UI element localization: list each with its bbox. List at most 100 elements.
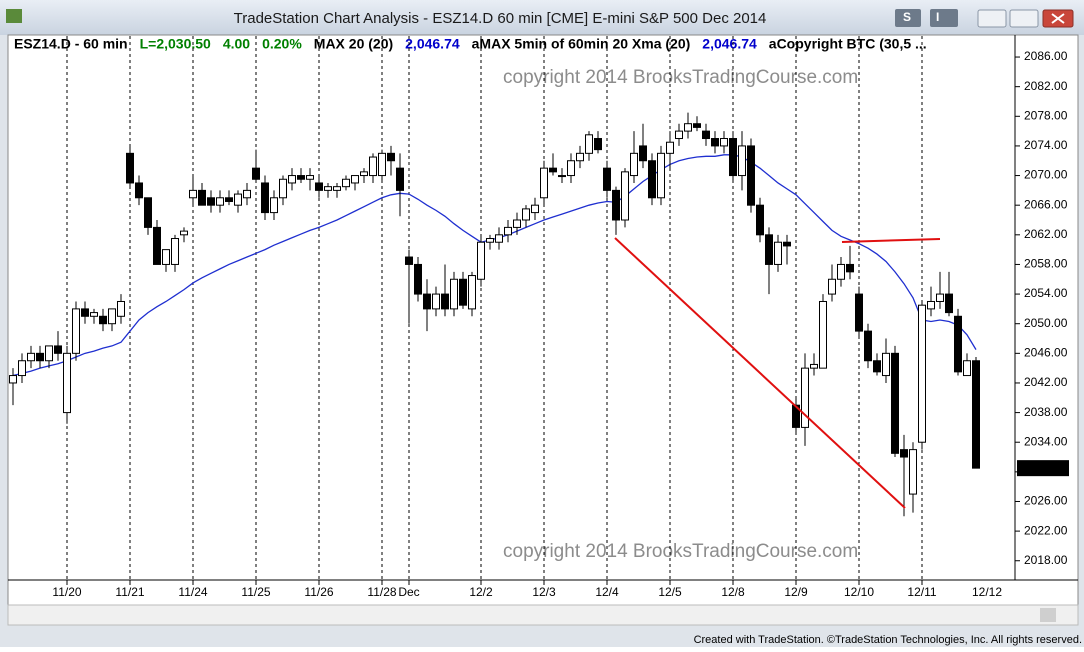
candle-body [828, 278, 836, 295]
moving-average [12, 154, 977, 377]
candle-body [81, 308, 89, 317]
candle-body [324, 186, 332, 191]
candle-body [747, 145, 755, 206]
candle-body [18, 360, 26, 377]
last-price-box [1017, 460, 1069, 477]
candle-body [531, 204, 539, 214]
candle-body [333, 186, 341, 191]
candle-body [693, 123, 701, 128]
candle-body [927, 300, 935, 310]
candle-body [387, 152, 395, 162]
y-tick-label: 2038.00 [1024, 405, 1068, 419]
trend-line [614, 237, 906, 509]
y-tick-label: 2026.00 [1024, 494, 1068, 508]
scrollbar[interactable] [7, 604, 1079, 626]
candle-body [738, 145, 746, 177]
scrollbar-thumb[interactable] [1040, 608, 1056, 622]
y-tick-label: 2062.00 [1024, 227, 1068, 241]
candle-body [783, 241, 791, 247]
candle-body [72, 308, 80, 354]
candle-body [459, 278, 467, 306]
candle-body [441, 293, 449, 310]
x-tick-label: Dec [398, 585, 419, 599]
candle-body [225, 197, 233, 202]
x-tick-label: 12/2 [469, 585, 493, 599]
candle-body [153, 226, 161, 265]
candle-body [369, 156, 377, 177]
candle-body [864, 330, 872, 362]
candle-body [27, 352, 35, 362]
candle-body [477, 241, 485, 280]
y-tick-label: 2082.00 [1024, 79, 1068, 93]
style-button-icon: S [903, 10, 911, 24]
y-tick-label: 2066.00 [1024, 197, 1068, 211]
candle-body [234, 193, 242, 206]
y-tick-label: 2034.00 [1024, 434, 1068, 448]
maximize-button[interactable] [1009, 9, 1039, 28]
candle-body [414, 263, 422, 295]
window-title: TradeStation Chart Analysis - ESZ14.D 60… [234, 10, 767, 27]
candle-body [774, 241, 782, 265]
candle-body [837, 263, 845, 280]
info-item: 0.20% [262, 36, 302, 52]
candle-body [918, 304, 926, 443]
candle-body [720, 138, 728, 147]
x-tick-label: 11/26 [304, 585, 333, 599]
info-item: MAX 20 (20) [314, 36, 393, 52]
x-tick-label: 11/21 [115, 585, 144, 599]
candle-body [135, 182, 143, 199]
candle-body [819, 300, 827, 369]
x-tick-label: 11/28 [367, 585, 396, 599]
minimize-button[interactable] [977, 9, 1007, 28]
candle-body [36, 352, 44, 362]
y-tick-label: 2086.00 [1024, 49, 1068, 63]
candle-body [360, 171, 368, 177]
candle-body [657, 152, 665, 199]
candle-body [351, 175, 359, 184]
candle-body [558, 175, 566, 178]
candle-body [585, 134, 593, 154]
close-icon [1051, 13, 1065, 24]
candle-body [450, 278, 458, 310]
candle-body [594, 138, 602, 151]
candle-body [891, 352, 899, 454]
candle-body [621, 171, 629, 221]
candle-body [882, 352, 890, 377]
candle-body [288, 175, 296, 184]
candle-body [495, 234, 503, 243]
style-button[interactable] [895, 9, 921, 27]
candle-body [576, 152, 584, 162]
candle-body [432, 293, 440, 310]
candle-body [639, 145, 647, 162]
candle-body [180, 230, 188, 236]
candle-body [684, 123, 692, 132]
candle-body [162, 249, 170, 265]
x-tick-label: 11/25 [241, 585, 270, 599]
candle-body [603, 167, 611, 191]
candle-body [90, 312, 98, 317]
candle-body [198, 189, 206, 206]
watermark: copyright 2014 BrooksTradingCourse.com [503, 541, 858, 562]
candle-body [549, 167, 557, 173]
candle-body [972, 360, 980, 469]
plot-area: ESZ14.D - 60 min L=2,030.50 4.00 0.20% MAX 2… [9, 36, 1069, 599]
candle-body [252, 167, 260, 180]
candle-body [297, 175, 305, 180]
candle-body [117, 300, 125, 317]
x-tick-label: 12/11 [907, 585, 936, 599]
info-item: 4.00 [223, 36, 250, 52]
y-tick-label: 2022.00 [1024, 523, 1068, 537]
candle-body [189, 189, 197, 199]
info-item: aCopyright BTC (30,5 ... [769, 36, 927, 52]
candle-body [171, 238, 179, 265]
candle-body [207, 197, 215, 206]
candle-body [99, 315, 107, 325]
indicator-button[interactable] [930, 9, 958, 27]
candle-body [396, 167, 404, 191]
info-item: 2,046.74 [405, 36, 460, 52]
indicator-button-icon: I [936, 10, 939, 24]
candle-body [846, 263, 854, 273]
candle-body [765, 234, 773, 265]
